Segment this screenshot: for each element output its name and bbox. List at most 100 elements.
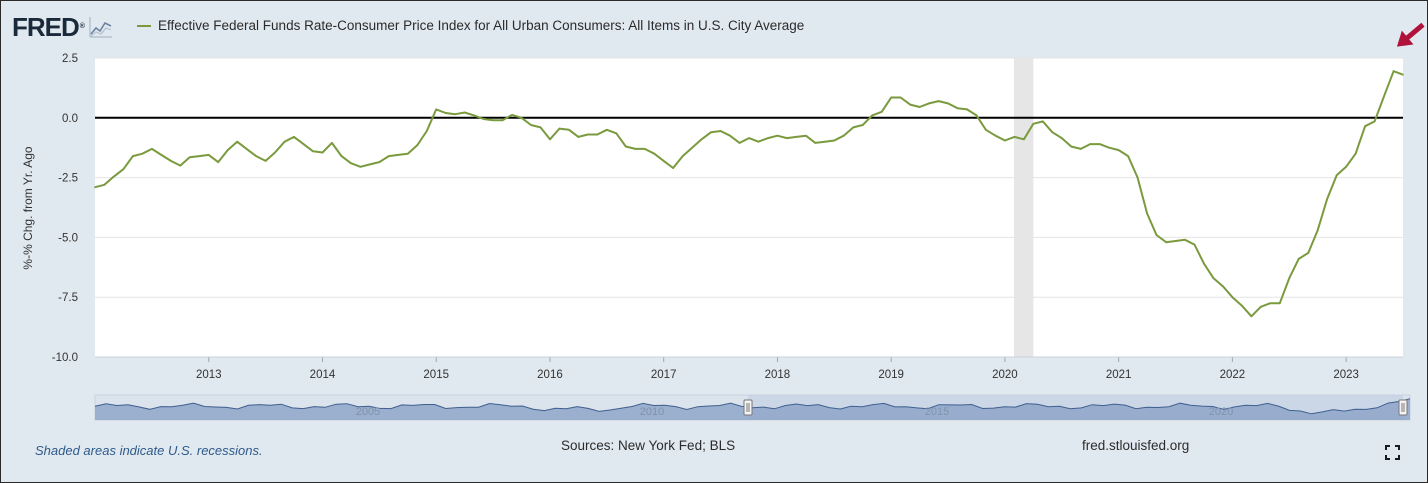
data-point (1041, 120, 1044, 123)
arrow-head (1396, 30, 1414, 47)
data-point (473, 114, 475, 117)
x-tick-label-1: 2014 (310, 369, 336, 381)
data-point (1098, 143, 1101, 145)
data-point (1004, 139, 1006, 142)
x-tick-label-3: 2016 (537, 369, 563, 381)
data-point (918, 106, 921, 108)
data-point (245, 148, 248, 150)
data-point (700, 138, 703, 141)
data-point (814, 142, 817, 144)
data-point (530, 124, 532, 126)
data-point (151, 148, 153, 150)
series-points-0 (94, 70, 1404, 318)
y-tick-label-0: 2.5 (62, 53, 78, 65)
fred-logo[interactable]: FRED® (12, 12, 113, 42)
navigator-handle-0[interactable] (743, 399, 753, 416)
data-point (359, 166, 362, 168)
data-point (1136, 176, 1139, 179)
data-point (369, 163, 371, 166)
site-url[interactable]: fred.stlouisfed.org (1082, 438, 1190, 453)
data-point (1070, 145, 1073, 148)
data-point (170, 160, 172, 162)
navigator-handle-1[interactable] (1398, 399, 1408, 416)
data-point (738, 142, 741, 144)
y-tick-label-1: 0.0 (62, 113, 78, 125)
red-arrow-icon (1396, 22, 1425, 47)
data-point (899, 96, 902, 99)
data-point (871, 114, 873, 117)
data-point (634, 148, 637, 150)
data-point (444, 112, 447, 114)
data-point (1260, 305, 1262, 308)
data-point (549, 138, 551, 141)
data-point (1146, 212, 1148, 215)
data-point (909, 103, 911, 106)
data-point (757, 140, 760, 143)
data-point (1392, 70, 1395, 72)
data-point (416, 144, 419, 147)
data-point (1307, 252, 1310, 254)
data-point (975, 114, 978, 117)
legend-series-title: Effective Federal Funds Rate-Consumer Pr… (158, 18, 805, 33)
data-point (350, 162, 352, 165)
data-point (956, 107, 959, 110)
data-point (615, 132, 618, 135)
data-point (378, 161, 381, 163)
data-point (710, 131, 712, 133)
data-point (748, 137, 750, 139)
data-point (786, 137, 788, 139)
data-point (558, 127, 561, 130)
navigator-year-label-0: 2005 (356, 406, 380, 418)
data-point (435, 108, 438, 111)
data-point (331, 142, 333, 144)
data-point (928, 102, 930, 105)
navigator-year-label-3: 2020 (1209, 406, 1233, 418)
data-point (454, 113, 457, 116)
legend-swatch (137, 24, 151, 27)
y-axis-label: %-% Chg. from Yr. Ago (21, 146, 35, 269)
data-point (122, 168, 125, 171)
y-tick-label-4: -7.5 (58, 292, 78, 304)
data-point (274, 151, 276, 154)
data-point (312, 150, 314, 153)
recession-note: Shaded areas indicate U.S. recessions. (35, 443, 263, 458)
navigator-year-label-2: 2015 (925, 406, 949, 418)
data-point (492, 119, 494, 121)
data-point (1250, 315, 1253, 318)
fullscreen-icon[interactable] (1385, 445, 1400, 460)
data-point (1335, 174, 1338, 177)
data-point (1193, 243, 1196, 246)
data-point (198, 155, 201, 157)
x-tick-label-0: 2013 (196, 369, 222, 381)
data-point (880, 111, 883, 113)
data-point (606, 128, 608, 131)
sources-text: Sources: New York Fed; BLS (561, 438, 736, 453)
data-point (94, 186, 96, 188)
data-point (672, 167, 674, 169)
data-point (824, 140, 826, 143)
fred-logo-text: FRED® (12, 12, 85, 42)
data-point (852, 126, 855, 129)
data-point (1383, 95, 1385, 98)
data-point (1402, 73, 1404, 76)
data-point (302, 143, 305, 145)
data-point (1279, 302, 1281, 304)
data-point (1222, 285, 1224, 288)
data-point (482, 118, 485, 120)
data-point (207, 154, 210, 156)
data-point (776, 134, 779, 137)
x-tick-label-9: 2022 (1220, 369, 1246, 381)
data-point (1155, 234, 1158, 236)
y-tick-label-3: -5.0 (58, 232, 78, 244)
data-point (160, 154, 163, 156)
data-point (340, 155, 343, 157)
data-point (321, 151, 324, 154)
data-point (947, 102, 949, 105)
data-point (217, 161, 219, 163)
data-point (1117, 149, 1120, 151)
x-tick-label-7: 2020 (992, 369, 1018, 381)
data-point (1316, 229, 1319, 232)
data-point (1060, 137, 1063, 139)
data-point (1184, 238, 1186, 241)
